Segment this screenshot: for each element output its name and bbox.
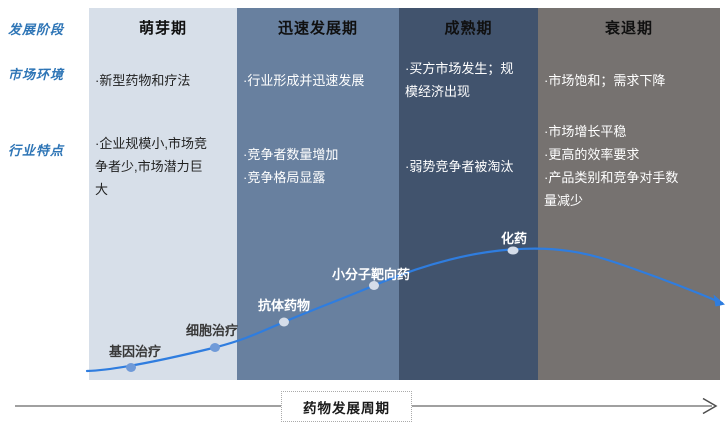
market-env-block: ·买方市场发生；规模经济出现 [399, 48, 538, 112]
stage-title: 迅速发展期 [277, 20, 358, 37]
market-env-block: ·行业形成并迅速发展 [237, 48, 399, 112]
market-env-block: ·市场饱和；需求下降 [538, 48, 720, 112]
industry-traits-block: ·企业规模小,市场竞争者少,市场潜力巨大 [89, 108, 237, 224]
industry-bullet: ·更高的效率要求 [544, 147, 640, 162]
industry-bullet: ·市场增长平稳 [544, 124, 627, 139]
cycle-axis-label-box: 药物发展周期 [281, 391, 412, 422]
industry-bullet: ·弱势竞争者被淘汰 [405, 158, 514, 174]
industry-traits-block: ·市场增长平稳 ·更高的效率要求 ·产品类别和竞争对手数量减少 [538, 108, 720, 224]
industry-bullet: ·竞争格局显露 [243, 170, 326, 185]
curve-label-small-molecule: 小分子靶向药 [331, 267, 411, 282]
industry-bullet: ·产品类别和竞争对手数量减少 [544, 170, 679, 208]
curve-label-chemical-drugs: 化药 [500, 231, 528, 246]
market-bullet: ·买方市场发生；规模经济出现 [405, 61, 514, 99]
industry-traits-block: ·弱势竞争者被淘汰 [399, 108, 538, 224]
stage-title: 衰退期 [604, 20, 653, 37]
cycle-axis-label: 药物发展周期 [303, 400, 390, 416]
industry-bullet: ·企业规模小,市场竞争者少,市场潜力巨大 [95, 135, 207, 197]
curve-label-cell-therapy: 细胞治疗 [185, 323, 239, 338]
market-bullet: ·行业形成并迅速发展 [243, 72, 365, 88]
row-label-stage: 发展阶段 [8, 22, 65, 37]
stage-title: 萌芽期 [138, 20, 187, 37]
market-env-block: ·新型药物和疗法 [89, 48, 237, 112]
row-label-industry: 行业特点 [8, 143, 65, 158]
row-label-market: 市场环境 [8, 67, 65, 82]
curve-label-gene-therapy: 基因治疗 [108, 344, 162, 359]
stage-title: 成熟期 [444, 20, 493, 37]
industry-traits-block: ·竞争者数量增加 ·竞争格局显露 [237, 108, 399, 224]
market-bullet: ·市场饱和；需求下降 [544, 72, 666, 88]
cycle-axis-arrowhead [702, 397, 718, 415]
curve-label-antibody-drugs: 抗体药物 [257, 298, 311, 313]
industry-bullet: ·竞争者数量增加 [243, 147, 339, 162]
market-bullet: ·新型药物和疗法 [95, 72, 191, 88]
